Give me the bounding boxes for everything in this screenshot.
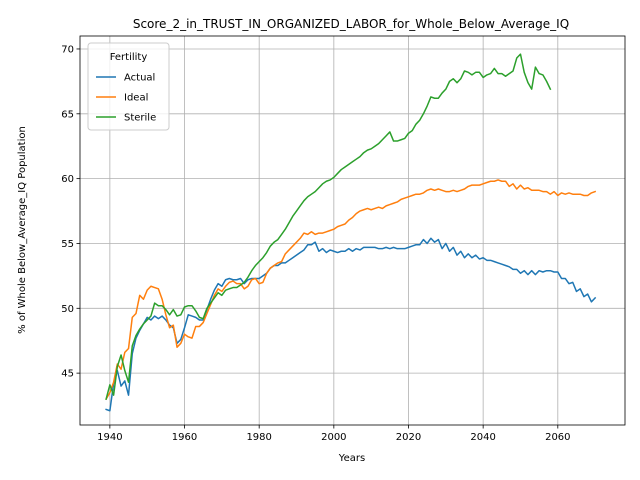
y-tick-label: 65: [61, 109, 74, 120]
y-tick-label: 45: [61, 369, 74, 380]
y-axis-label: % of Whole Below_Average_IQ Population: [17, 126, 28, 334]
y-tick-label: 70: [61, 44, 74, 55]
series-line-actual: [105, 237, 597, 412]
x-tick-label: 2000: [321, 432, 346, 443]
legend-box: [87, 42, 170, 131]
y-tick-label: 55: [61, 239, 74, 250]
y-tick-label: 60: [61, 174, 74, 185]
legend-label-actual: Actual: [124, 73, 155, 84]
legend-label-sterile: Sterile: [124, 113, 156, 124]
series-line-ideal: [105, 179, 597, 401]
x-tick-label: 1980: [246, 432, 271, 443]
legend-label-ideal: Ideal: [124, 93, 148, 104]
x-tick-label: 1940: [97, 432, 122, 443]
x-tick-label: 2040: [470, 432, 495, 443]
x-axis-label: Years: [338, 453, 365, 464]
plot-area: [80, 36, 625, 425]
legend: Fertility Actual Ideal Sterile: [87, 42, 170, 131]
x-tick-label: 2060: [545, 432, 570, 443]
grid-lines: [80, 36, 625, 425]
chart-title: Score_2_in_TRUST_IN_ORGANIZED_LABOR_for_…: [133, 17, 569, 31]
y-tick-label: 50: [61, 304, 74, 315]
x-tick-label: 2020: [396, 432, 421, 443]
axes-frame: [79, 35, 626, 426]
series-layer: [105, 53, 597, 412]
legend-title: Fertility: [110, 52, 148, 63]
series-line-sterile: [105, 53, 552, 400]
x-tick-label: 1960: [172, 432, 197, 443]
y-axis-ticks: 45 50 55 60 65 70: [61, 44, 80, 380]
x-axis-ticks: 1940 1960 1980 2000 2020 2040 2060: [97, 425, 571, 443]
